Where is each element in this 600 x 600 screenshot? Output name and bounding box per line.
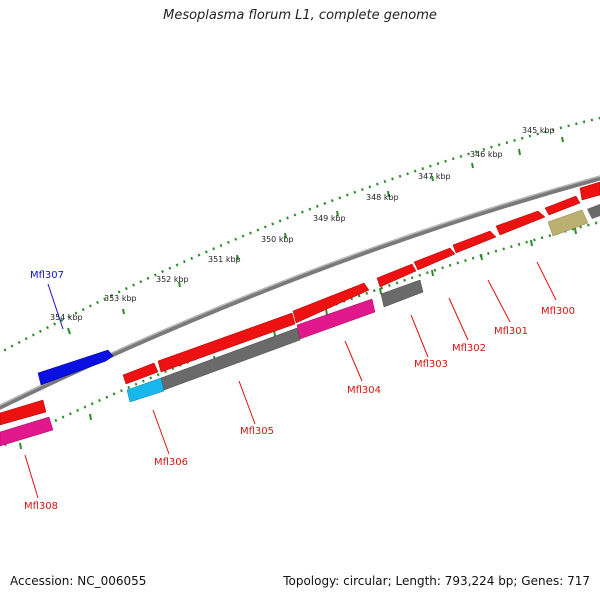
gene-label-mfl307[interactable]: Mfl307 xyxy=(30,270,64,281)
ruler-label-352: 352 kbp xyxy=(156,275,189,284)
gene-label-mfl303[interactable]: Mfl303 xyxy=(414,359,448,370)
footer-accession: Accession: NC_006055 xyxy=(10,574,146,588)
footer-sep-2: ; xyxy=(513,574,518,588)
gene-mfl302-arrow[interactable] xyxy=(452,230,497,254)
gene-mfl303-gray[interactable] xyxy=(380,279,424,308)
ruler-label-354: 354 kbp xyxy=(50,313,83,322)
gene-label-mfl300[interactable]: Mfl300 xyxy=(541,306,575,317)
ruler-label-348: 348 kbp xyxy=(366,193,399,202)
label-leader-lines xyxy=(24,261,557,499)
ruler-label-346: 346 kbp xyxy=(470,150,503,159)
gene-label-mfl305[interactable]: Mfl305 xyxy=(240,426,274,437)
gene-fwd-e[interactable] xyxy=(157,312,296,373)
gene-label-mfl301[interactable]: Mfl301 xyxy=(494,326,528,337)
ruler-label-353: 353 kbp xyxy=(104,294,137,303)
map-title: Mesoplasma florum L1, complete genome xyxy=(163,8,437,23)
accession-value: NC_006055 xyxy=(77,574,147,588)
gene-fwd-b[interactable] xyxy=(413,247,456,271)
gene-label-mfl304[interactable]: Mfl304 xyxy=(347,385,381,396)
gene-label-mfl302[interactable]: Mfl302 xyxy=(452,343,486,354)
ruler-label-347: 347 kbp xyxy=(418,172,451,181)
ruler-label-351: 351 kbp xyxy=(208,255,241,264)
inner-ruler-dots xyxy=(0,220,600,449)
length-value: 793,224 bp xyxy=(444,574,514,588)
topology-label: Topology: xyxy=(283,574,340,588)
genes-value: 717 xyxy=(567,574,590,588)
gene-fwd-c[interactable] xyxy=(376,263,417,288)
ruler-label-349: 349 kbp xyxy=(313,214,346,223)
ruler-label-345: 345 kbp xyxy=(522,126,555,135)
gene-mfl307-blue[interactable] xyxy=(37,349,114,386)
topology-value: circular xyxy=(343,574,388,588)
gene-label-mfl306[interactable]: Mfl306 xyxy=(154,457,188,468)
gene-mfl308-pink[interactable] xyxy=(0,416,54,447)
outer-ruler-dots xyxy=(0,116,600,355)
gene-fwd-f[interactable] xyxy=(122,362,159,385)
gene-olive[interactable] xyxy=(547,209,589,237)
ruler-label-350: 350 kbp xyxy=(261,235,294,244)
gene-gray-right[interactable] xyxy=(587,204,600,219)
accession-label: Accession: xyxy=(10,574,74,588)
gene-fwd-d[interactable] xyxy=(292,282,370,324)
outer-ruler-ticks xyxy=(67,136,564,335)
gene-mfl301-arrow[interactable] xyxy=(495,210,546,236)
genes-label: Genes: xyxy=(521,574,564,588)
gene-mfl308-fwd[interactable] xyxy=(0,399,47,426)
gene-label-mfl308[interactable]: Mfl308 xyxy=(24,501,58,512)
gene-mfl304-pink[interactable] xyxy=(296,298,376,340)
genome-backbone-highlight xyxy=(0,175,600,406)
footer-summary: Topology: circular; Length: 793,224 bp; … xyxy=(283,574,590,588)
gene-mfl306-cyan[interactable] xyxy=(126,377,165,403)
genome-backbone xyxy=(0,175,600,410)
gene-fwd-a[interactable] xyxy=(544,195,581,216)
gene-mfl300-arrow[interactable] xyxy=(579,181,600,201)
length-label: Length: xyxy=(395,574,441,588)
footer-sep-1: ; xyxy=(387,574,392,588)
